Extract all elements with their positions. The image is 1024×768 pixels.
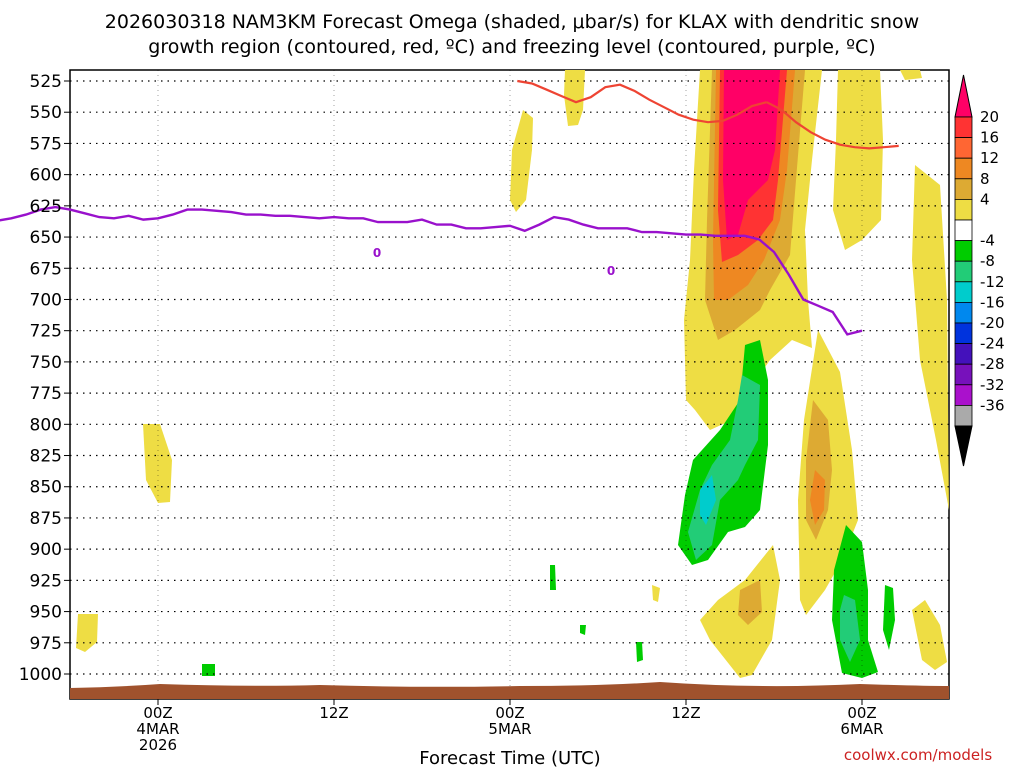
omega-shade-region <box>883 585 895 650</box>
omega-shade-region <box>900 70 922 80</box>
colorbar-label: -4 <box>980 232 995 250</box>
ground-terrain <box>70 682 949 699</box>
y-tick-label: 600 <box>30 166 62 186</box>
y-tick-label: 900 <box>30 540 62 560</box>
y-tick-label: 575 <box>30 134 62 154</box>
x-tick-label: 4MAR <box>136 720 179 738</box>
y-tick-label: 1000 <box>19 665 62 685</box>
omega-shade-region <box>510 110 533 212</box>
omega-shade-region <box>636 642 643 662</box>
colorbar-label: -20 <box>980 314 1005 332</box>
x-tick-label: 12Z <box>319 704 348 722</box>
x-tick-label: 6MAR <box>840 720 883 738</box>
x-tick-label: 00Z <box>847 704 876 722</box>
colorbar-label: -24 <box>980 335 1005 353</box>
dgz-contour-line <box>766 101 899 150</box>
colorbar-cap-top <box>954 74 973 118</box>
omega-shade-region <box>840 595 860 662</box>
y-tick-label: 800 <box>30 415 62 435</box>
colorbar-label: 4 <box>980 190 990 208</box>
colorbar-label: -8 <box>980 252 995 270</box>
chart-title-line2: growth region (contoured, red, ºC) and f… <box>148 36 875 58</box>
colorbar-label: -36 <box>980 396 1005 414</box>
freezing-level-contour: 00 <box>0 205 863 336</box>
omega-shade-region <box>738 580 762 625</box>
colorbar-label: 8 <box>980 170 990 188</box>
y-tick-label: 775 <box>30 384 62 404</box>
terrain-ground <box>70 682 949 699</box>
colorbar-swatch <box>954 343 973 365</box>
omega-shade-region <box>564 70 585 126</box>
y-tick-label: 875 <box>30 509 62 529</box>
y-tick-label: 625 <box>30 197 62 217</box>
y-tick-label: 650 <box>30 228 62 248</box>
y-tick-label: 925 <box>30 571 62 591</box>
dgz-contour <box>517 79 899 150</box>
colorbar-swatch <box>954 281 973 303</box>
omega-shade-region <box>652 585 660 602</box>
contour-label-bg <box>372 245 382 259</box>
y-tick-label: 950 <box>30 603 62 623</box>
colorbar-swatch <box>954 219 973 242</box>
y-tick-label: 750 <box>30 353 62 373</box>
omega-shade-region <box>833 70 883 250</box>
colorbar-swatch <box>954 301 973 324</box>
credit-text: coolwx.com/models <box>844 746 992 764</box>
omega-shade-region <box>912 165 949 510</box>
colorbar-label: 12 <box>980 149 999 167</box>
omega-shade-region <box>810 470 825 525</box>
y-axis: 525 550 575 600 625 650 675 700 725 750 775 800 825 8… <box>19 72 70 685</box>
x-tick-label: 00Z <box>495 704 524 722</box>
omega-shade-region <box>143 424 172 503</box>
freezing-level-contour-label: 0 <box>607 264 615 278</box>
colorbar-label: -12 <box>980 273 1005 291</box>
x-tick-label: 12Z <box>671 704 700 722</box>
colorbar-swatch <box>954 384 973 406</box>
colorbar-swatch <box>954 322 973 345</box>
y-tick-label: 550 <box>30 103 62 123</box>
y-tick-label: 700 <box>30 290 62 310</box>
colorbar-swatch <box>954 178 973 200</box>
colorbar-swatch <box>954 240 973 262</box>
colorbar-label: 16 <box>980 129 999 147</box>
omega-shade-region <box>700 475 716 525</box>
omega-shade-region <box>550 565 556 590</box>
shading-layer <box>76 70 949 678</box>
colorbar-swatch <box>954 404 973 427</box>
freezing-level-contour-label: 0 <box>373 246 381 260</box>
colorbar-swatch <box>954 116 973 139</box>
x-tick-label: 00Z <box>143 704 172 722</box>
y-tick-label: 975 <box>30 634 62 654</box>
colorbar-swatch <box>954 157 973 180</box>
y-tick-label: 725 <box>30 322 62 342</box>
x-tick-label: 5MAR <box>488 720 531 738</box>
freezing-level-line <box>0 205 863 336</box>
y-tick-label: 525 <box>30 72 62 92</box>
omega-shade-region <box>912 600 947 670</box>
colorbar-label: -16 <box>980 293 1005 311</box>
colorbar-label: -32 <box>980 376 1005 394</box>
contour-label-bg <box>606 263 616 277</box>
colorbar-swatch <box>954 198 973 221</box>
y-tick-label: 850 <box>30 478 62 498</box>
x-axis-label: Forecast Time (UTC) <box>419 748 600 768</box>
colorbar-swatch <box>954 260 973 283</box>
colorbar-cap-bottom <box>954 425 973 467</box>
x-tick-label: 2026 <box>139 736 177 754</box>
colorbar-swatch <box>954 363 973 386</box>
colorbar: 20 16 12 8 4 -4 -8 -12 -16 -20 -24 -28 -32 -36 <box>954 74 1005 467</box>
colorbar-label: 20 <box>980 108 999 126</box>
omega-shade-region <box>580 625 586 635</box>
chart-title-line1: 2026030318 NAM3KM Forecast Omega (shaded… <box>105 11 919 33</box>
y-tick-label: 825 <box>30 447 62 467</box>
dgz-contour-line <box>517 79 767 124</box>
omega-shade-region <box>202 664 215 676</box>
omega-shade-region <box>76 614 98 652</box>
y-tick-label: 675 <box>30 259 62 279</box>
colorbar-label: -28 <box>980 355 1005 373</box>
colorbar-swatch <box>954 137 973 159</box>
